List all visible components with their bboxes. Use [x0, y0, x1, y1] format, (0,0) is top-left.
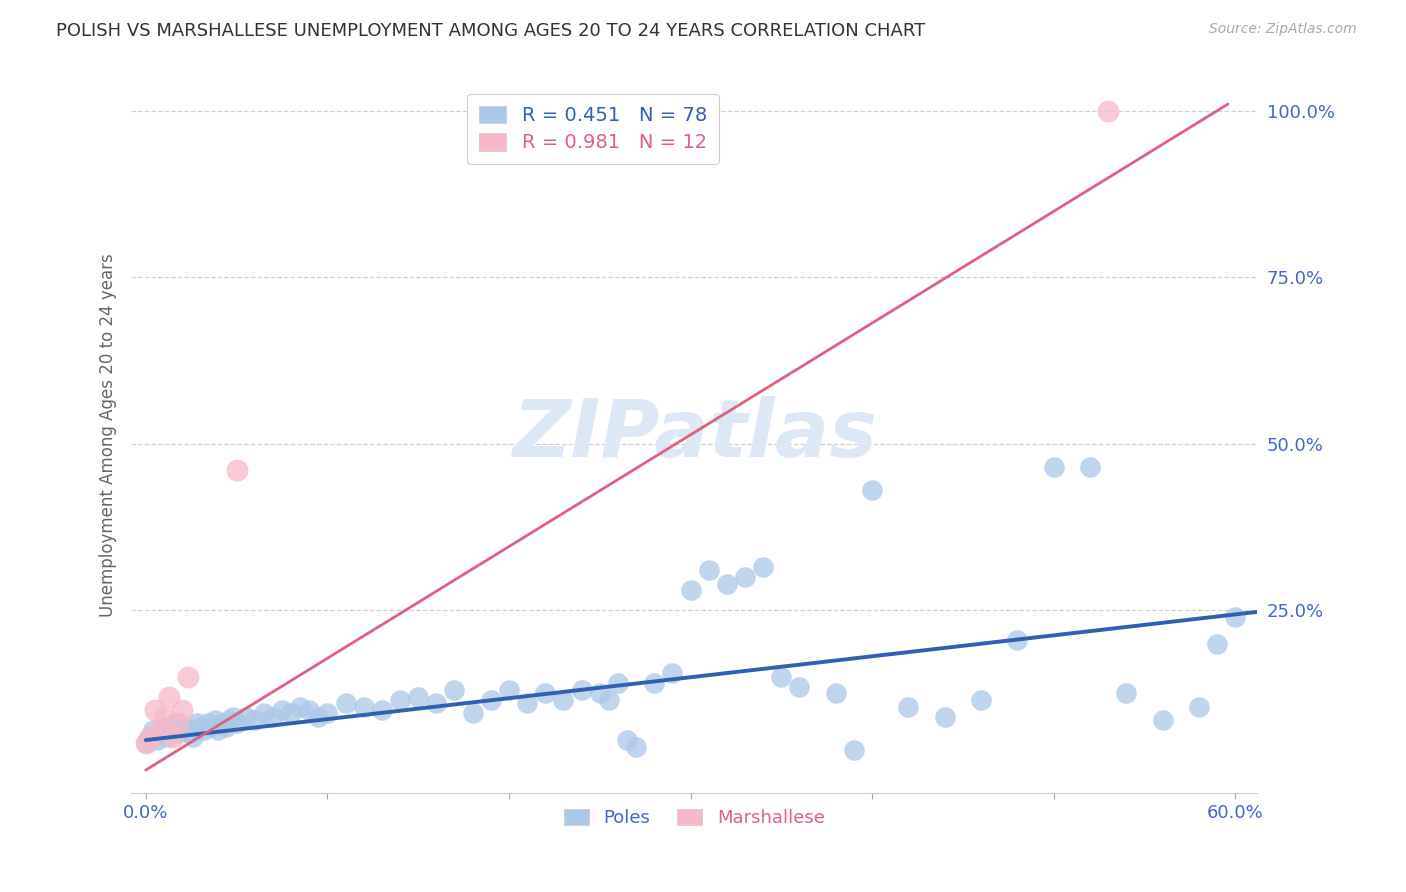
Point [371, 703, 394, 717]
Point [307, 710, 329, 724]
Point [243, 713, 266, 727]
Point [897, 699, 920, 714]
Point [141, 730, 163, 744]
Point [1152, 713, 1174, 727]
Point [204, 713, 226, 727]
Point [534, 686, 557, 700]
Point [934, 710, 956, 724]
Point [1007, 633, 1029, 648]
Point [1188, 699, 1211, 714]
Point [218, 713, 240, 727]
Point [200, 720, 222, 734]
Point [1206, 636, 1229, 650]
Point [225, 463, 247, 477]
Point [135, 736, 157, 750]
Point [789, 680, 811, 694]
Point [207, 723, 229, 737]
Point [824, 686, 846, 700]
Point [145, 733, 167, 747]
Point [624, 739, 647, 754]
Point [181, 730, 204, 744]
Point [970, 693, 993, 707]
Point [1115, 686, 1137, 700]
Point [661, 666, 683, 681]
Point [770, 670, 793, 684]
Point [167, 716, 190, 731]
Point [406, 690, 429, 704]
Point [643, 676, 665, 690]
Point [186, 716, 208, 731]
Text: Source: ZipAtlas.com: Source: ZipAtlas.com [1209, 22, 1357, 37]
Point [697, 563, 720, 577]
Point [176, 670, 198, 684]
Point [589, 686, 612, 700]
Point [160, 723, 183, 737]
Point [179, 726, 201, 740]
Point [271, 703, 294, 717]
Point [225, 716, 247, 731]
Text: POLISH VS MARSHALLESE UNEMPLOYMENT AMONG AGES 20 TO 24 YEARS CORRELATION CHART: POLISH VS MARSHALLESE UNEMPLOYMENT AMONG… [56, 22, 925, 40]
Point [253, 706, 276, 721]
Point [188, 720, 211, 734]
Point [235, 710, 257, 724]
Point [316, 706, 339, 721]
Point [215, 720, 238, 734]
Point [153, 720, 176, 734]
Point [598, 693, 620, 707]
Point [156, 730, 179, 744]
Point [571, 683, 593, 698]
Point [197, 716, 219, 731]
Point [149, 723, 172, 737]
Point [716, 576, 738, 591]
Point [1097, 103, 1119, 118]
Point [211, 716, 233, 731]
Point [734, 570, 756, 584]
Text: ZIPatlas: ZIPatlas [512, 396, 877, 475]
Point [222, 710, 245, 724]
Point [516, 697, 538, 711]
Point [1225, 610, 1247, 624]
Y-axis label: Unemployment Among Ages 20 to 24 years: Unemployment Among Ages 20 to 24 years [100, 253, 117, 617]
Point [479, 693, 502, 707]
Point [425, 697, 447, 711]
Point [616, 733, 638, 747]
Point [153, 710, 176, 724]
Point [142, 723, 165, 737]
Point [752, 560, 775, 574]
Point [443, 683, 465, 698]
Point [167, 726, 190, 740]
Point [335, 697, 357, 711]
Point [553, 693, 575, 707]
Point [498, 683, 520, 698]
Point [288, 699, 311, 714]
Point [298, 703, 321, 717]
Point [162, 730, 184, 744]
Point [679, 583, 702, 598]
Point [262, 710, 284, 724]
Point [606, 676, 628, 690]
Point [172, 703, 194, 717]
Point [860, 483, 883, 498]
Point [353, 699, 375, 714]
Point [193, 723, 215, 737]
Point [842, 743, 865, 757]
Point [143, 703, 166, 717]
Point [149, 726, 172, 740]
Point [1078, 460, 1101, 475]
Point [280, 706, 302, 721]
Point [172, 723, 194, 737]
Point [138, 730, 160, 744]
Legend: Poles, Marshallese: Poles, Marshallese [557, 802, 832, 834]
Point [163, 716, 186, 731]
Point [135, 736, 157, 750]
Point [461, 706, 484, 721]
Point [1042, 460, 1064, 475]
Point [174, 720, 197, 734]
Point [157, 690, 180, 704]
Point [388, 693, 411, 707]
